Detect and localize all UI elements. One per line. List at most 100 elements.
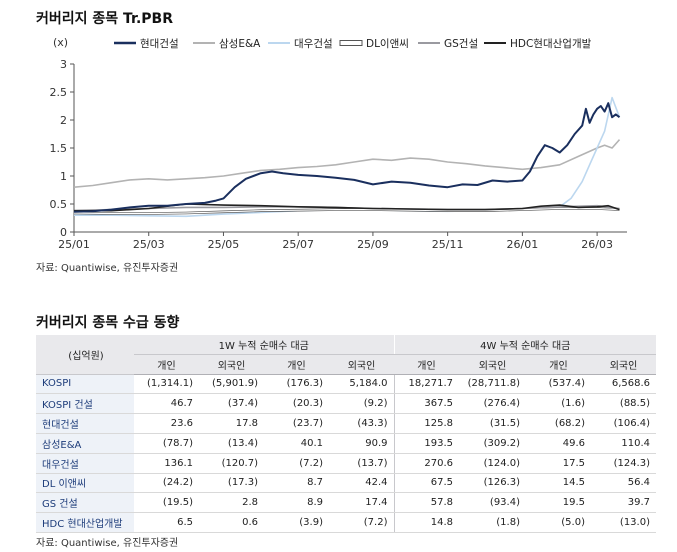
sub-header: 개인 (264, 354, 329, 375)
value-cell: (7.2) (264, 453, 329, 474)
x-tick-label: 25/09 (357, 238, 389, 251)
table-row: DL 이앤씨 (24.2) (17.3) 8.7 42.4 67.5 (126.3) 14.5… (36, 473, 656, 494)
y-tick-label: 2.5 (50, 86, 68, 99)
table-row: HDC 현대산업개발 6.5 0.6 (3.9) (7.2) 14.8 (1.8) (5.0)… (36, 512, 656, 533)
y-tick-label: 3 (60, 58, 67, 71)
table-unit-label: (십억원) (36, 335, 134, 375)
series-line (73, 102, 621, 213)
investor-flow-table: (십억원) 1W 누적 순매수 대금 4W 누적 순매수 대금 개인 외국인 개인 외… (36, 335, 656, 533)
value-cell: 57.8 (394, 492, 459, 514)
x-tick-label: 26/01 (507, 238, 539, 251)
group-header-4w: 4W 누적 순매수 대금 (394, 335, 656, 355)
chart-lines (73, 96, 621, 218)
value-cell: (19.5) (134, 492, 199, 514)
sub-header: 외국인 (459, 354, 526, 375)
table-source: 자료: Quantiwise, 유진투자증권 (36, 538, 179, 549)
value-cell: 42.4 (329, 473, 395, 494)
value-cell: (106.4) (591, 413, 656, 434)
value-cell: (1.8) (459, 512, 526, 533)
value-cell: 17.8 (199, 413, 264, 434)
value-cell: 40.1 (264, 433, 329, 454)
table-row: KOSPI 건설 46.7 (37.4) (20.3) (9.2) 367.5 (276.4… (36, 393, 656, 415)
group-header-1w: 1W 누적 순매수 대금 (134, 335, 395, 355)
value-cell: (68.2) (526, 413, 591, 434)
value-cell: 67.5 (394, 473, 459, 494)
x-tick-label: 25/11 (432, 238, 464, 251)
legend-swatch (339, 40, 363, 46)
value-cell: (537.4) (526, 373, 591, 395)
value-cell: 49.6 (526, 433, 591, 454)
sub-header: 개인 (394, 354, 459, 375)
row-label: HDC 현대산업개발 (36, 512, 134, 533)
value-cell: 8.7 (264, 473, 329, 494)
legend-label: 현대건설 (140, 38, 179, 50)
x-tick-label: 26/03 (581, 238, 613, 251)
table-row: 삼성E&A (78.7) (13.4) 40.1 90.9 193.5 (309.2) 49.… (36, 433, 656, 454)
value-cell: (37.4) (199, 393, 264, 415)
value-cell: (93.4) (459, 492, 526, 514)
row-label: DL 이앤씨 (36, 473, 134, 494)
value-cell: 8.9 (264, 492, 329, 514)
chart-axes: (x) 0 0.5 1 1.5 2 2.5 3 25/01 25/03 25/05 25/07 25/0… (50, 36, 627, 251)
value-cell: (88.5) (591, 393, 656, 415)
value-cell: 5,184.0 (329, 373, 395, 395)
value-cell: (176.3) (264, 373, 329, 395)
row-label: KOSPI 건설 (36, 393, 134, 415)
row-label: 삼성E&A (36, 433, 134, 454)
value-cell: 6,568.6 (591, 373, 656, 395)
legend-label: HDC현대산업개발 (510, 37, 592, 50)
value-cell: (120.7) (199, 453, 264, 474)
chart-legend: 현대건설 삼성E&A 대우건설 DL이앤씨 GS건설 HDC현대산업개발 (114, 37, 592, 50)
value-cell: (309.2) (459, 433, 526, 454)
value-cell: (28,711.8) (459, 373, 526, 395)
table-row: 대우건설 136.1 (120.7) (7.2) (13.7) 270.6 (124.0) 1… (36, 453, 656, 474)
value-cell: 17.4 (329, 492, 395, 514)
value-cell: 56.4 (591, 473, 656, 494)
value-cell: (24.2) (134, 473, 199, 494)
row-label: 현대건설 (36, 413, 134, 434)
value-cell: (1.6) (526, 393, 591, 415)
value-cell: (9.2) (329, 393, 395, 415)
table-title: 커버리지 종목 수급 동향 (36, 315, 180, 331)
value-cell: 2.8 (199, 492, 264, 514)
value-cell: 0.6 (199, 512, 264, 533)
table-body: KOSPI (1,314.1) (5,901.9) (176.3) 5,184.0 18,… (36, 373, 656, 533)
y-tick-label: 2 (60, 114, 67, 127)
value-cell: (13.7) (329, 453, 395, 474)
value-cell: (5,901.9) (199, 373, 264, 395)
x-tick-label: 25/01 (58, 238, 90, 251)
legend-label: 대우건설 (294, 38, 333, 50)
value-cell: 39.7 (591, 492, 656, 514)
x-tick-label: 25/07 (282, 238, 314, 251)
x-tick-label: 25/03 (133, 238, 165, 251)
value-cell: 19.5 (526, 492, 591, 514)
sub-header: 외국인 (329, 354, 394, 375)
legend-label: 삼성E&A (219, 38, 261, 50)
value-cell: 270.6 (394, 453, 459, 474)
value-cell: (17.3) (199, 473, 264, 494)
row-label: GS 건설 (36, 492, 134, 514)
value-cell: 136.1 (134, 453, 199, 474)
value-cell: 23.6 (134, 413, 199, 434)
value-cell: (1,314.1) (134, 373, 199, 395)
value-cell: (23.7) (264, 413, 329, 434)
y-tick-label: 1.5 (50, 142, 68, 155)
value-cell: 6.5 (134, 512, 199, 533)
pbr-line-chart: (x) 0 0.5 1 1.5 2 2.5 3 25/01 25/03 25/05 25/07 25/0… (50, 36, 627, 251)
sub-header: 개인 (526, 354, 591, 375)
sub-header: 개인 (134, 354, 199, 375)
chart-title: 커버리지 종목 Tr.PBR (36, 11, 173, 27)
value-cell: 18,271.7 (394, 373, 459, 395)
value-cell: (5.0) (526, 512, 591, 533)
value-cell: (7.2) (329, 512, 395, 533)
series-line (73, 139, 621, 188)
value-cell: 90.9 (329, 433, 395, 454)
legend-label: GS건설 (444, 38, 478, 50)
sub-header: 외국인 (199, 354, 264, 375)
series-line (73, 207, 620, 215)
value-cell: 14.5 (526, 473, 591, 494)
chart-source: 자료: Quantiwise, 유진투자증권 (36, 263, 179, 274)
row-label: 대우건설 (36, 453, 134, 474)
sub-header: 외국인 (591, 354, 656, 375)
value-cell: 110.4 (591, 433, 656, 454)
